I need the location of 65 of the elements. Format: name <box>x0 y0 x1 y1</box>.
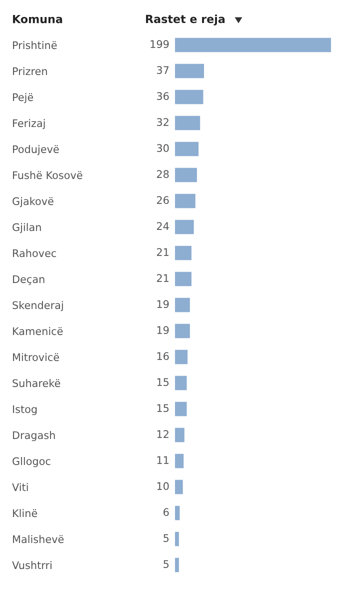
y-tick-label: Gjilan <box>12 223 41 234</box>
data-label: 21 <box>156 274 168 282</box>
y-tick-label: Prishtinë <box>13 41 57 50</box>
y-tick-label: Deçan <box>13 275 44 285</box>
data-label: 36 <box>156 92 169 100</box>
bar <box>175 298 190 312</box>
data-label: 30 <box>156 144 169 152</box>
y-tick-label: Gllogoc <box>12 457 50 468</box>
data-label: 199 <box>150 40 169 48</box>
y-tick-label: Prizren <box>13 67 47 76</box>
data-label: 5 <box>164 534 169 542</box>
y-tick-label: Mitrovicë <box>13 353 60 362</box>
data-label: 15 <box>157 404 169 412</box>
data-label: 28 <box>156 170 169 178</box>
data-label: 21 <box>156 248 168 256</box>
y-tick-label: Fushë Kosovë <box>13 171 82 180</box>
y-tick-label: Istog <box>13 405 37 416</box>
bar <box>175 194 196 208</box>
bar <box>175 168 197 182</box>
bar <box>175 376 187 390</box>
bar <box>175 272 192 286</box>
bar <box>175 454 184 468</box>
bar <box>175 532 179 546</box>
data-label: 12 <box>157 430 168 438</box>
bar <box>175 116 200 130</box>
bar <box>175 402 187 416</box>
y-tick-label: Suharekë <box>12 379 60 388</box>
bar <box>175 506 180 520</box>
data-label: 10 <box>157 482 169 490</box>
x-axis-title: Rastet e reja <box>146 14 225 26</box>
y-axis-title: Komuna <box>13 14 62 24</box>
y-tick-label: Kamenicë <box>13 327 63 336</box>
bar <box>175 142 199 156</box>
data-label: 15 <box>157 378 169 386</box>
data-label: 24 <box>156 222 169 230</box>
data-label: 26 <box>156 196 169 204</box>
bar <box>175 558 179 572</box>
bar <box>175 38 331 52</box>
data-label: 5 <box>164 560 169 568</box>
bar <box>175 480 183 494</box>
data-label: 19 <box>157 300 169 308</box>
bar <box>175 246 192 260</box>
data-label: 11 <box>157 456 168 464</box>
y-tick-label: Pejë <box>13 93 34 104</box>
y-tick-label: Gjakovë <box>12 197 54 208</box>
y-tick-label: Rahovec <box>13 249 56 258</box>
bar <box>175 428 184 442</box>
data-label: 19 <box>157 326 169 334</box>
y-tick-label: Dragash <box>13 431 55 442</box>
y-tick-label: Vushtrri <box>12 561 52 570</box>
data-label: 16 <box>157 352 169 360</box>
y-tick-label: Skenderaj <box>12 301 63 312</box>
y-tick-label: Malishevë <box>13 535 64 544</box>
y-tick-label: Podujevë <box>13 145 59 156</box>
y-tick-label: Ferizaj <box>13 119 45 130</box>
bar <box>175 90 204 104</box>
data-label: 37 <box>156 66 169 74</box>
bar <box>175 324 190 338</box>
y-tick-label: Viti <box>12 483 28 491</box>
bar <box>175 220 194 234</box>
bar <box>175 64 204 78</box>
data-label: 32 <box>156 118 168 126</box>
bar <box>175 350 188 364</box>
y-tick-label: Klinë <box>13 509 38 518</box>
data-label: 6 <box>164 508 169 516</box>
